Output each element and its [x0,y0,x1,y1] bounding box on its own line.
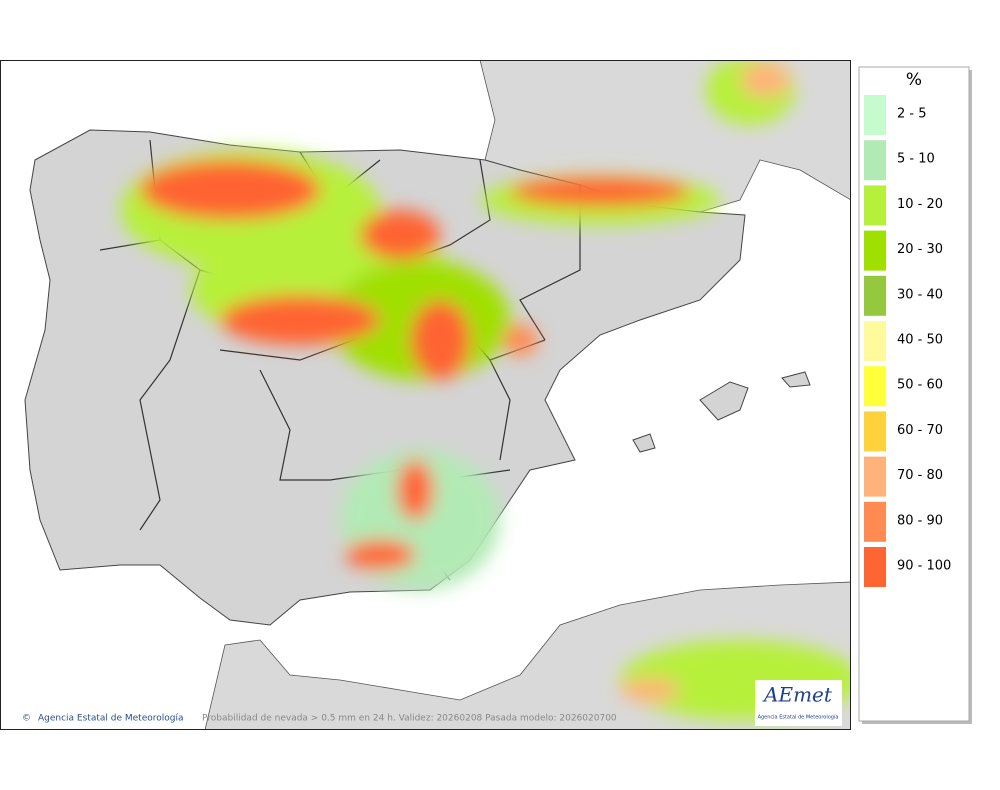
legend-label: 2 - 5 [897,107,927,122]
legend-swatch [864,366,886,407]
legend-swatch [864,185,886,226]
legend-swatch [864,230,886,271]
copyright: Agencia Estatal de Meteorología [38,714,184,724]
mallorca [699,381,749,421]
logo: AEmet [762,683,833,707]
legend-label: 30 - 40 [897,287,943,302]
legend-label: 90 - 100 [897,559,951,574]
legend-swatch [864,95,886,135]
legend-label: 50 - 60 [897,378,943,393]
logo-box [755,680,842,726]
legend-label: 20 - 30 [897,242,943,257]
legend-label: 70 - 80 [897,468,943,483]
map [1,61,850,729]
legend-swatch [864,411,886,452]
map-frame [0,60,851,730]
legend-label: 10 - 20 [897,197,943,212]
legend-title: % [906,70,922,90]
legend-label: 40 - 50 [897,333,943,348]
legend-swatch [864,140,886,181]
snow-probability [120,61,850,720]
legend-label: 5 - 10 [897,152,935,167]
copyright-mark: © [22,714,31,724]
legend-label: 60 - 70 [897,423,943,438]
legend-swatch [864,456,886,497]
legend-swatch [864,501,886,542]
legend-label: 80 - 90 [897,513,943,528]
ibiza [632,433,656,453]
legend-swatch [864,321,886,361]
logo-subtitle: Agencia Estatal de Meteorología [758,714,839,721]
legend-swatch [864,547,886,587]
legend-items: 2 - 5 5 - 10 10 - 20 20 - 30 30 - 40 40 - 50 5… [864,95,951,587]
legend-swatch [864,275,886,316]
menorca [781,371,811,388]
caption: Probabilidad de nevada > 0.5 mm en 24 h.… [202,714,617,724]
